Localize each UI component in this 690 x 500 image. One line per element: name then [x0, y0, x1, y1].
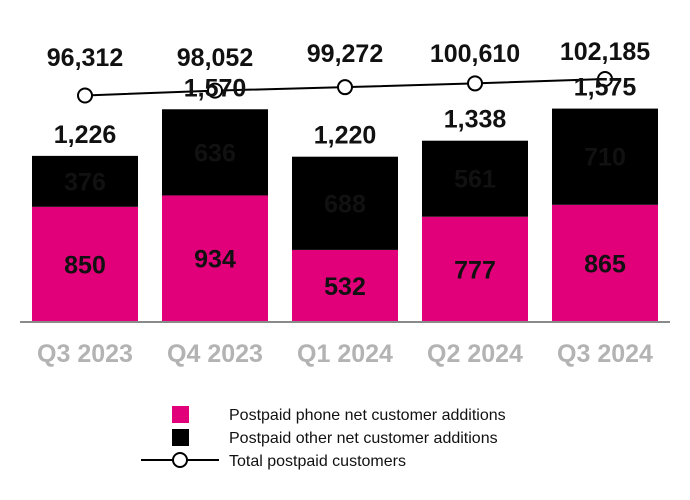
legend: Postpaid phone net customer additions Pos…: [141, 406, 506, 470]
bar-total-label-2: 1,220: [314, 122, 377, 150]
x-tick-label-4: Q3 2024: [557, 340, 653, 368]
bar-phone-2: [292, 249, 398, 322]
legend-swatch-phone: [172, 406, 189, 423]
bar-phone-label-2: 532: [324, 273, 366, 301]
bar-phone-label-1: 934: [194, 246, 236, 274]
total-line-point-4: [597, 71, 613, 87]
bar-other-label-1: 636: [194, 139, 236, 167]
bar-total-label-4: 1,575: [574, 74, 637, 102]
bar-other-2: [292, 156, 398, 250]
x-tick-label-0: Q3 2023: [37, 340, 133, 368]
bar-other-4: [552, 108, 658, 205]
legend-marker-sample: [172, 452, 188, 468]
bar-phone-label-4: 865: [584, 250, 626, 278]
category-labels-layer: Q3 2023 Q4 2023 Q1 2024 Q2 2024 Q3 2024: [37, 340, 653, 368]
bar-phone-1: [162, 195, 268, 322]
bar-other-label-3: 561: [454, 166, 496, 194]
bar-total-label-0: 1,226: [54, 121, 117, 149]
total-line-label-0: 96,312: [47, 44, 123, 72]
x-tick-label-3: Q2 2024: [427, 340, 523, 368]
bar-total-label-3: 1,338: [444, 106, 507, 134]
bar-phone-label-3: 777: [454, 256, 496, 284]
bar-other-label-4: 710: [584, 144, 626, 172]
total-line-label-3: 100,610: [430, 40, 520, 68]
total-line-label-4: 102,185: [560, 38, 650, 66]
bar-phone-4: [552, 204, 658, 322]
bar-total-label-1: 1,570: [184, 74, 247, 102]
legend-label-total: Total postpaid customers: [229, 453, 406, 470]
total-line-point-1: [207, 82, 223, 99]
legend-swatch-other: [172, 429, 189, 446]
bar-other-label-0: 376: [64, 168, 106, 196]
total-line-layer: 96,312 98,052 99,272 100,610 102,185: [47, 38, 650, 104]
bar-other-1: [162, 109, 268, 196]
total-line-point-2: [337, 79, 353, 96]
bar-phone-3: [422, 216, 528, 322]
total-line-point-0: [77, 87, 93, 104]
total-line-label-2: 99,272: [307, 40, 383, 68]
legend-label-phone: Postpaid phone net customer additions: [229, 407, 506, 424]
total-line-point-3: [467, 75, 483, 92]
bars-layer: 850 376 1,226 934 636 1,570 532 688 1,220 777 561 1…: [32, 74, 658, 322]
bar-other-3: [422, 140, 528, 217]
x-tick-label-2: Q1 2024: [297, 340, 393, 368]
bar-phone-label-0: 850: [64, 251, 106, 279]
legend-label-other: Postpaid other net customer additions: [229, 430, 498, 447]
x-tick-label-1: Q4 2023: [167, 340, 263, 368]
bar-phone-0: [32, 206, 138, 322]
bar-other-label-2: 688: [324, 190, 366, 218]
bar-other-0: [32, 155, 138, 207]
total-line-label-1: 98,052: [177, 44, 253, 72]
